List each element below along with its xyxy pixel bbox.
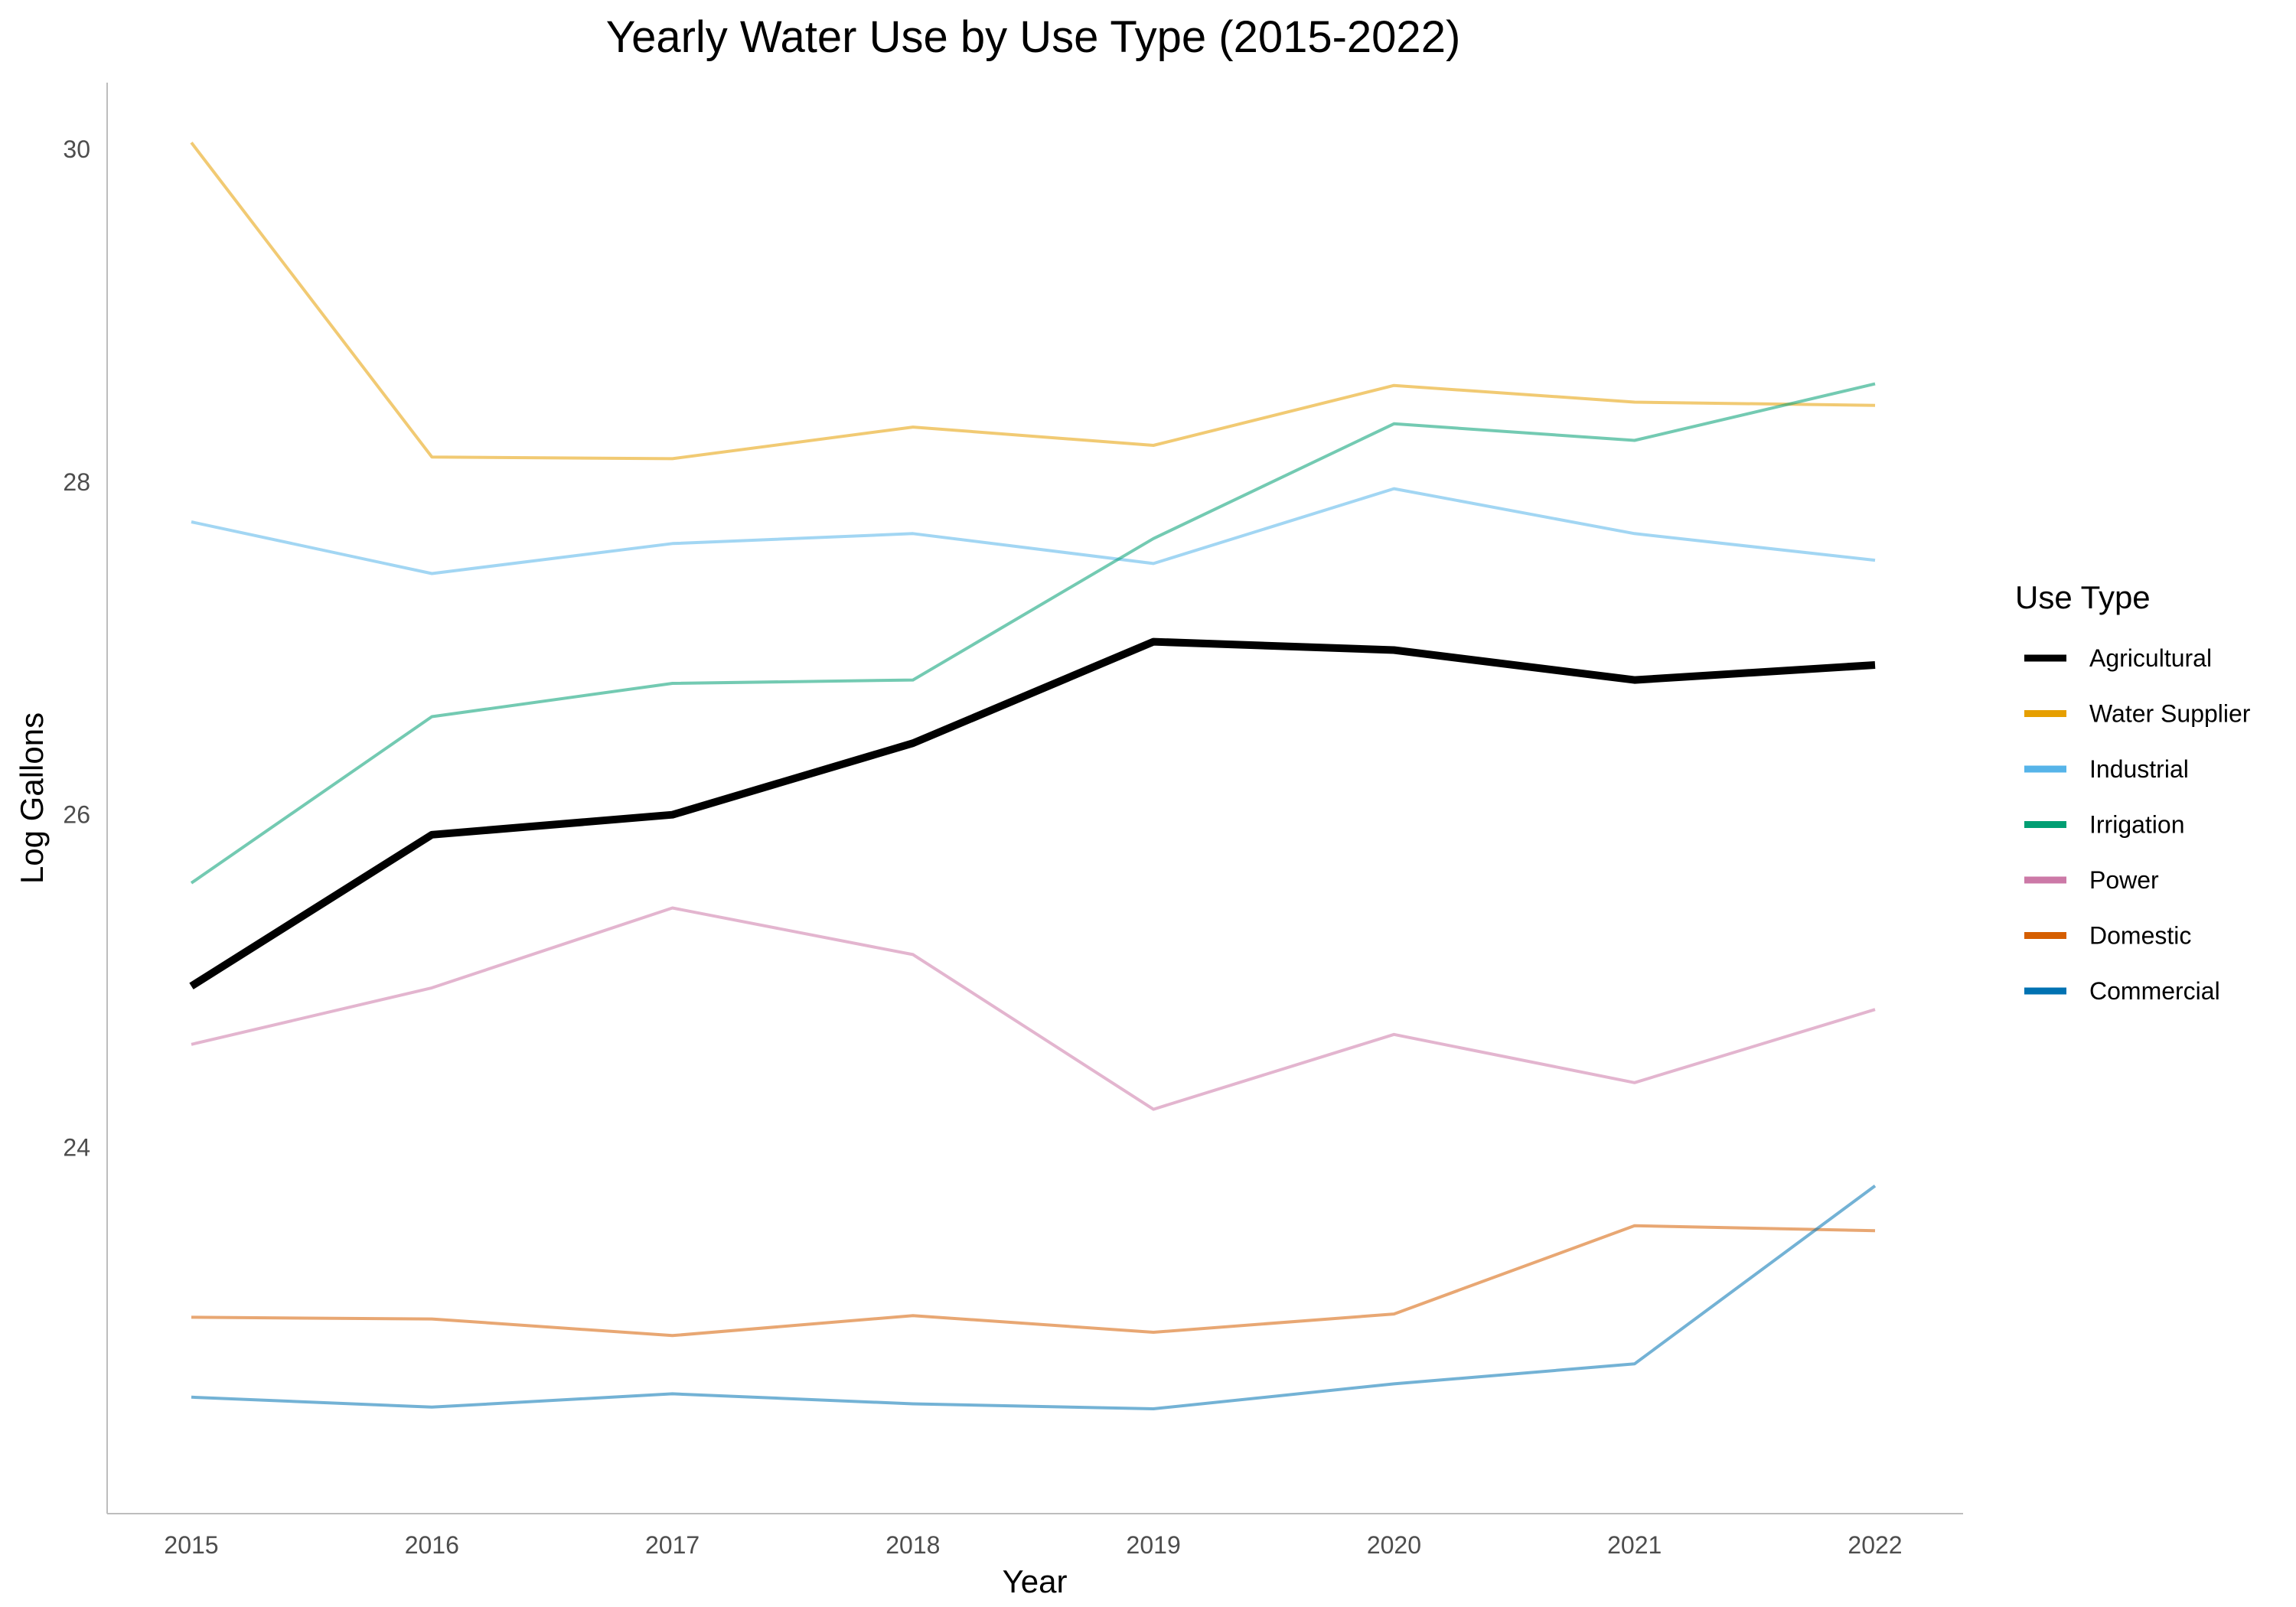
x-tick-label: 2017 [645, 1531, 700, 1559]
y-tick-label: 28 [63, 468, 90, 496]
legend-items: Agricultural Water Supplier Industrial Irri… [2024, 644, 2251, 1005]
legend-label: Water Supplier [2089, 700, 2251, 728]
y-tick-label: 30 [63, 135, 90, 163]
legend-label: Industrial [2089, 755, 2189, 783]
legend-item-industrial: Industrial [2024, 755, 2189, 783]
y-tick-labels: 24 26 28 30 [63, 135, 90, 1162]
series-line-power [191, 906, 1876, 1111]
legend-item-agricultural: Agricultural [2024, 644, 2212, 672]
chart-title: Yearly Water Use by Use Type (2015-2022) [606, 12, 1461, 62]
legend-item-commercial: Commercial [2024, 977, 2220, 1005]
legend-label: Agricultural [2089, 644, 2212, 672]
legend-item-irrigation: Irrigation [2024, 811, 2185, 839]
series-line-irrigation [190, 382, 1876, 885]
plot-area [106, 83, 1963, 1514]
y-tick-label: 24 [63, 1134, 90, 1162]
legend-item-domestic: Domestic [2024, 922, 2191, 950]
y-tick-label: 26 [63, 801, 90, 829]
series-lines [189, 142, 1877, 1410]
series-line-industrial [191, 487, 1876, 575]
legend-label: Domestic [2089, 922, 2191, 950]
x-tick-label: 2016 [405, 1531, 459, 1559]
x-tick-labels: 2015 2016 2017 2018 2019 2020 2021 2022 [164, 1531, 1902, 1559]
y-axis-title: Log Gallons [14, 712, 50, 884]
x-tick-label: 2021 [1607, 1531, 1662, 1559]
legend-title: Use Type [2015, 579, 2151, 615]
legend: Use Type Agricultural Water Supplier Indus… [2015, 579, 2251, 1005]
x-tick-label: 2019 [1127, 1531, 1181, 1559]
x-axis-title: Year [1003, 1563, 1068, 1599]
legend-label: Irrigation [2089, 811, 2185, 839]
series-line-domestic [191, 1224, 1876, 1338]
series-line-water-supplier [190, 142, 1876, 461]
x-tick-label: 2018 [885, 1531, 940, 1559]
legend-label: Power [2089, 866, 2159, 894]
x-tick-label: 2020 [1367, 1531, 1421, 1559]
legend-item-water-supplier: Water Supplier [2024, 700, 2251, 728]
legend-label: Commercial [2089, 977, 2220, 1005]
x-tick-label: 2022 [1848, 1531, 1902, 1559]
series-line-agricultural [189, 637, 1876, 989]
legend-item-power: Power [2024, 866, 2159, 894]
series-line-commercial [191, 1184, 1877, 1410]
x-tick-label: 2015 [164, 1531, 218, 1559]
